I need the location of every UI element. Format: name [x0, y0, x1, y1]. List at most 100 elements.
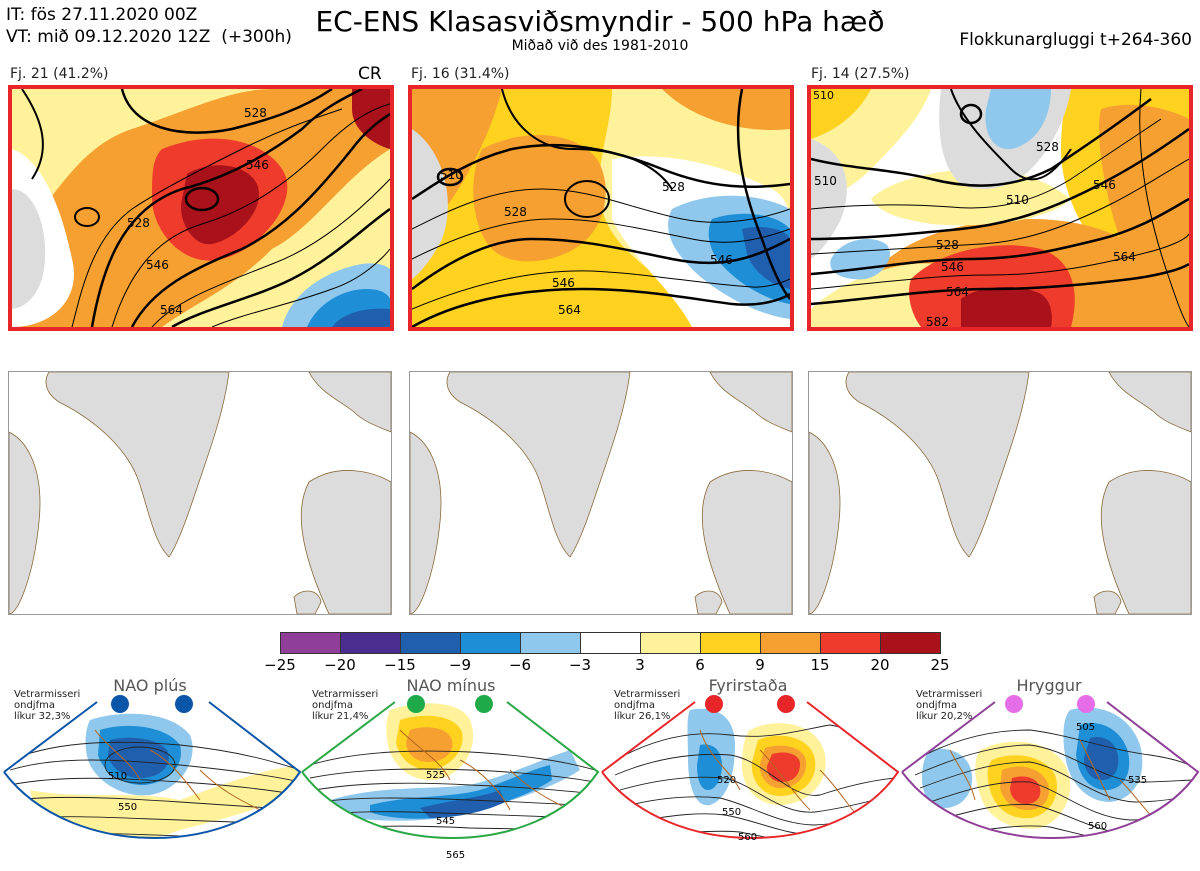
cluster-1-contour-label: 546	[246, 158, 269, 172]
colorbar-swatch	[640, 632, 701, 654]
regime-info-line: ondjfma	[312, 700, 353, 711]
cluster-2-anomaly-map	[409, 371, 793, 615]
regime-2-contour-label: 565	[446, 850, 465, 861]
cluster-3-contour-label: 528	[936, 238, 959, 252]
initial-time: IT: fös 27.11.2020 00Z	[6, 5, 198, 25]
colorbar-swatch	[400, 632, 461, 654]
cluster-3-contour-label: 546	[941, 260, 964, 274]
regime-3-name: Fyrirstaða	[708, 676, 788, 695]
regime-2-info: Vetrarmisseri ondjfma líkur 21,4%	[312, 689, 378, 722]
colorbar-tick-label: −9	[448, 656, 472, 674]
regime-1-contour-label: 510	[108, 771, 127, 782]
colorbar-tick-label: −3	[568, 656, 592, 674]
cluster-3-contour-label: 582	[926, 315, 949, 327]
colorbar-swatch	[460, 632, 521, 654]
colorbar-tick-label: −25	[264, 656, 296, 674]
colorbar-swatch	[580, 632, 641, 654]
regime-4-marker	[1077, 695, 1095, 713]
cluster-2-map: 510 528 546 564 528 546	[408, 85, 794, 331]
colorbar-swatch	[700, 632, 761, 654]
colorbar-swatch	[280, 632, 341, 654]
valid-time: VT: mið 09.12.2020 12Z (+300h)	[6, 27, 292, 47]
regime-3-contour-label: 560	[738, 832, 757, 843]
regime-info-line: Vetrarmisseri	[916, 689, 983, 700]
regime-4-name: Hryggur	[1016, 676, 1082, 695]
page-title: EC-ENS Klasasviðsmyndir - 500 hPa hæð	[315, 5, 885, 38]
colorbar-tick-label: 25	[930, 656, 950, 674]
cluster-2-contour-label: 510	[440, 168, 463, 182]
cluster-3-label: Fj. 14 (27.5%)	[811, 66, 910, 82]
colorbar-swatch	[760, 632, 821, 654]
cluster-3-contour-label: 564	[1113, 250, 1136, 264]
colorbar-tick-label: −6	[508, 656, 532, 674]
regime-2-name: NAO mínus	[406, 676, 496, 695]
regime-info-line: Vetrarmisseri	[614, 689, 681, 700]
cluster-3-contour-label: 510	[813, 89, 834, 102]
colorbar-swatch	[520, 632, 581, 654]
regime-4-marker	[1005, 695, 1023, 713]
colorbar-tick-label: 3	[635, 656, 645, 674]
cluster-3-anomaly-map	[808, 371, 1192, 615]
regime-info-line: ondjfma	[614, 700, 655, 711]
colorbar-tick-label: 15	[810, 656, 830, 674]
colorbar-tick-label: −20	[324, 656, 356, 674]
regime-1-contour-label: 550	[118, 802, 137, 813]
regime-1-marker	[111, 695, 129, 713]
page-subtitle: Miðað við des 1981-2010	[511, 38, 689, 54]
cluster-3-contour-label: 528	[1036, 140, 1059, 154]
colorbar-swatch	[880, 632, 941, 654]
cluster-1-contour-label: 528	[244, 106, 267, 120]
regime-2-map: 525 545 565	[301, 695, 600, 861]
regime-info-line: líkur 20,2%	[916, 711, 973, 722]
regime-info-line: Vetrarmisseri	[14, 689, 81, 700]
regime-4-map: 505 535 560	[901, 695, 1200, 839]
cluster-2-label: Fj. 16 (31.4%)	[411, 66, 510, 82]
regime-1-marker	[175, 695, 193, 713]
colorbar-swatch	[820, 632, 881, 654]
cluster-2-contour-label: 546	[552, 276, 575, 290]
cluster-2-contour-label: 528	[504, 205, 527, 219]
regime-4-contour-label: 535	[1128, 775, 1147, 786]
regime-2-contour-label: 545	[436, 816, 455, 827]
forecast-times: IT: fös 27.11.2020 00Z VT: mið 09.12.2020…	[6, 4, 292, 48]
colorbar-tick-label: 20	[870, 656, 890, 674]
regime-3-map: 520 550 560	[601, 695, 900, 843]
colorbar-tick-label: 6	[695, 656, 705, 674]
regime-4-contour-label: 560	[1088, 821, 1107, 832]
colorbar-tick-label: 9	[755, 656, 765, 674]
cluster-3-contour-label: 564	[946, 285, 969, 299]
regime-2-marker	[407, 695, 425, 713]
cluster-1-map: 528 546 564 528 546	[8, 85, 394, 331]
cluster-3-contour-label: 510	[814, 174, 837, 188]
regime-1-name: NAO plús	[113, 676, 187, 695]
regime-1-map: 510 550	[3, 695, 302, 839]
regime-4-contour-label: 505	[1076, 722, 1095, 733]
regime-maps: 510 550 525 545 565	[3, 695, 1200, 861]
regime-info-line: ondjfma	[916, 700, 957, 711]
regime-3-contour-label: 550	[722, 807, 741, 818]
regime-2-marker	[475, 695, 493, 713]
cluster-1-contour-label: 564	[160, 303, 183, 317]
cluster-2-contour-label: 528	[662, 180, 685, 194]
cluster-3-contour-label: 510	[1006, 193, 1029, 207]
cluster-3-contour-label: 546	[1093, 178, 1116, 192]
regime-info-line: líkur 26,1%	[614, 711, 671, 722]
cluster-3-map: 510 510 528 546 564 582 510 528 546 564	[807, 85, 1193, 331]
regime-2-contour-label: 525	[426, 770, 445, 781]
cluster-1-contour-label: 528	[127, 216, 150, 230]
cluster-1-tag: CR	[358, 64, 382, 84]
cluster-1-anomaly-map	[8, 371, 392, 615]
regime-3-contour-label: 520	[717, 775, 736, 786]
cluster-2-contour-label: 546	[710, 253, 733, 267]
regime-3-marker	[777, 695, 795, 713]
cluster-2-contour-label: 564	[558, 303, 581, 317]
regime-4-info: Vetrarmisseri ondjfma líkur 20,2%	[916, 689, 982, 722]
regime-3-info: Vetrarmisseri ondjfma líkur 26,1%	[614, 689, 680, 722]
regime-info-line: líkur 32,3%	[14, 711, 71, 722]
regime-1-info: Vetrarmisseri ondjfma líkur 32,3%	[14, 689, 80, 722]
regime-info-line: líkur 21,4%	[312, 711, 369, 722]
regime-info-line: Vetrarmisseri	[312, 689, 379, 700]
classification-window: Flokkunargluggi t+264-360	[959, 30, 1192, 50]
colorbar-swatch	[340, 632, 401, 654]
cluster-1-label: Fj. 21 (41.2%)	[10, 66, 109, 82]
